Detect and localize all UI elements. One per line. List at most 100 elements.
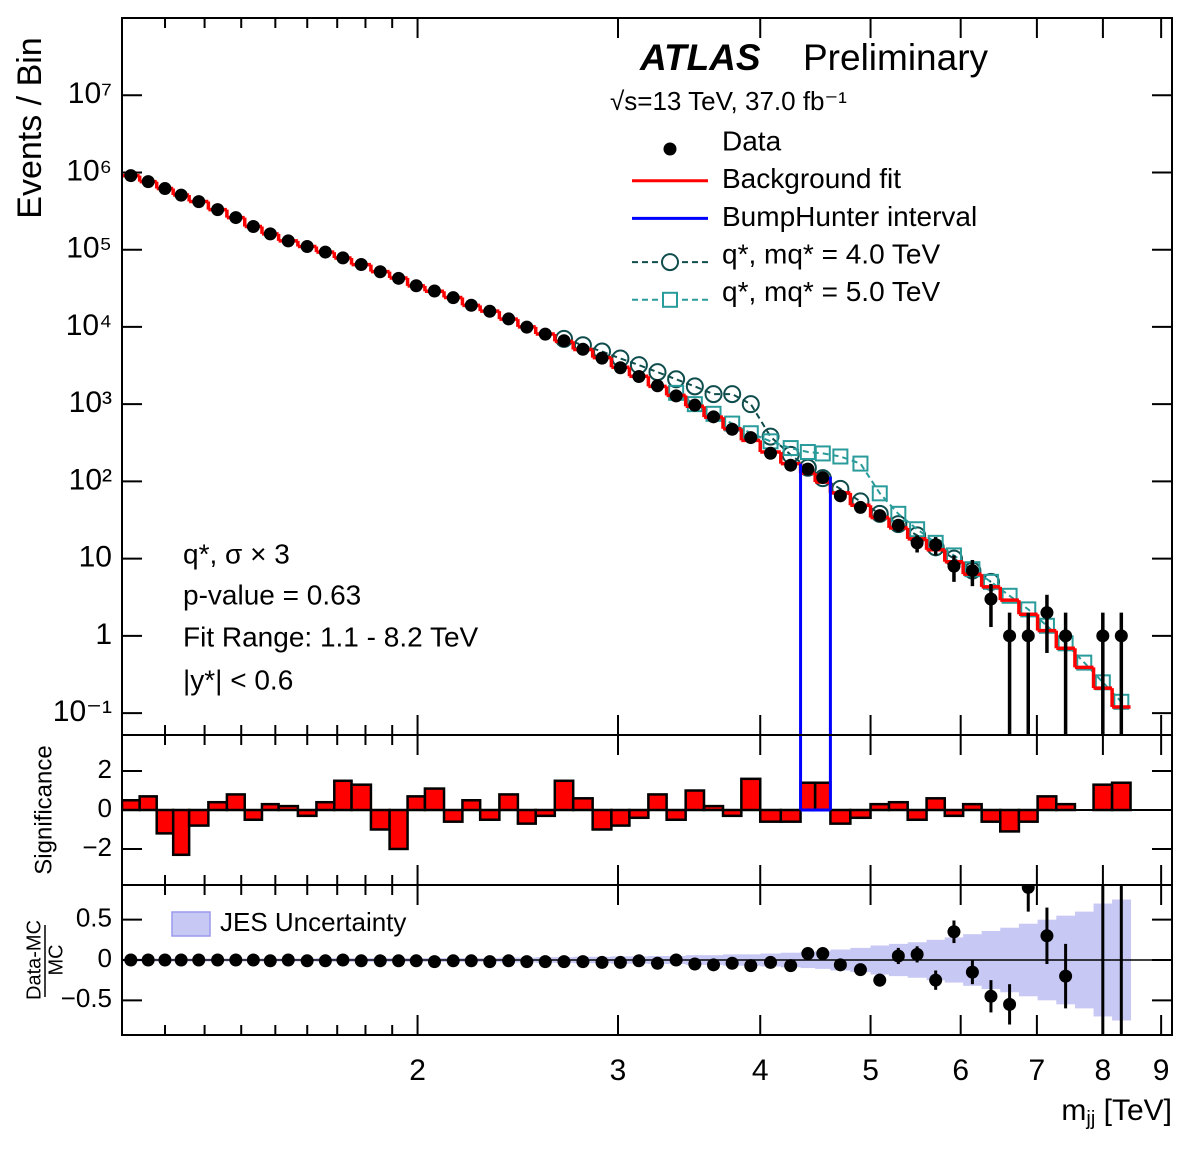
y-tick-label: 10²: [69, 463, 112, 496]
x-axis-subscript: jj: [1085, 1108, 1095, 1130]
signal-marker: [667, 370, 686, 389]
data-point: [281, 234, 295, 248]
data-point: [229, 211, 243, 225]
significance-bar: [1017, 808, 1039, 823]
data-point: [725, 422, 739, 436]
ratio-point: [464, 954, 478, 968]
data-point: [613, 361, 627, 375]
significance-bar: [1036, 795, 1058, 812]
ratio-point: [929, 973, 943, 987]
ratio-point: [538, 955, 552, 969]
ratio-point: [1021, 885, 1035, 894]
ratio-point: [1003, 997, 1017, 1011]
y-tick-label: 0: [98, 943, 112, 973]
significance-bar: [758, 808, 783, 823]
signal-marker: [1076, 654, 1093, 671]
significance-bar: [369, 808, 391, 831]
data-point: [464, 298, 478, 312]
legend-symbol: [663, 142, 677, 156]
data-point: [947, 559, 961, 573]
y-tick-label: 10⁵: [66, 232, 112, 265]
legend-symbol: [171, 911, 211, 937]
data-point: [873, 509, 887, 523]
legend-symbol: [662, 291, 678, 308]
data-point: [891, 518, 905, 532]
significance-bar: [553, 779, 575, 812]
legend-label: Data: [722, 125, 782, 156]
signal-marker: [704, 385, 723, 404]
significance-bar: [498, 793, 520, 812]
data-point: [984, 592, 998, 606]
data-point: [124, 169, 138, 183]
ratio-point: [281, 953, 295, 967]
signal-marker: [871, 485, 888, 502]
data-point: [707, 410, 721, 424]
data-point: [246, 219, 260, 233]
ratio-point: [816, 947, 830, 961]
ratio-point: [229, 953, 243, 967]
data-point: [965, 564, 979, 578]
ratio-point: [427, 955, 441, 969]
data-point: [336, 251, 350, 265]
significance-bar: [350, 783, 373, 812]
ratio-point: [158, 953, 172, 967]
legend-label: q*, mq* = 5.0 TeV: [722, 276, 941, 307]
data-point: [557, 334, 571, 348]
data-point: [192, 195, 206, 209]
significance-bar: [388, 808, 409, 851]
panel-plot-area: [122, 169, 1131, 735]
signal-marker: [814, 445, 831, 462]
data-point: [211, 203, 225, 217]
significance-bar: [665, 808, 687, 821]
chart-title: ATLAS: [639, 37, 761, 78]
y-axis-title: Events / Bin: [11, 37, 49, 218]
y-tick-label: 10⁶: [66, 154, 112, 187]
y-tick-label: 10: [79, 541, 112, 574]
data-point: [764, 446, 778, 460]
x-axis-title: mjj [TeV]: [1061, 1094, 1172, 1130]
ratio-point: [557, 955, 571, 969]
y-tick-label: 2: [98, 754, 112, 784]
ratio-point: [688, 957, 702, 971]
x-tick-label: 8: [1095, 1054, 1112, 1087]
chart-subtitle: Preliminary: [803, 37, 989, 78]
y-tick-label: 1: [95, 618, 112, 651]
significance-bar: [610, 808, 631, 827]
significance-bar: [442, 808, 464, 823]
x-axis-unit: [TeV]: [1095, 1094, 1172, 1127]
y-tick-label: 10³: [69, 386, 112, 419]
legend-label: JES Uncertainty: [220, 907, 406, 937]
significance-bar: [155, 808, 175, 835]
data-point: [1114, 629, 1128, 643]
ratio-point: [576, 955, 590, 969]
ratio-point: [910, 947, 924, 961]
signal-line: [563, 337, 992, 583]
ratio-point: [336, 953, 350, 967]
significance-bar: [333, 779, 353, 812]
ratio-point: [744, 959, 758, 973]
ratio-point: [1059, 969, 1073, 983]
ratio-axis-title-numerator: Data-MC: [23, 920, 45, 1000]
significance-bar: [906, 808, 928, 821]
significance-bar: [122, 799, 141, 812]
annotation: p-value = 0.63: [183, 579, 361, 610]
ratio-point: [446, 954, 460, 968]
significance-bar: [1092, 783, 1114, 812]
y-tick-label: 10⁻¹: [53, 695, 112, 728]
ratio-point: [300, 954, 314, 968]
ratio-point: [141, 953, 155, 967]
ratio-point: [947, 925, 961, 939]
significance-bar: [225, 793, 246, 812]
significance-bar: [207, 800, 229, 812]
x-tick-label: 5: [862, 1054, 879, 1087]
data-point: [1040, 606, 1054, 620]
ratio-point: [984, 989, 998, 1003]
y-tick-label: 10⁷: [68, 77, 112, 110]
y-tick-label: 0: [98, 793, 112, 823]
annotation: |y*| < 0.6: [183, 664, 293, 695]
ratio-point: [1040, 929, 1054, 943]
x-tick-label: 7: [1029, 1054, 1046, 1087]
ratio-point: [650, 956, 664, 970]
significance-bar: [740, 777, 762, 812]
signal-marker: [1001, 587, 1018, 604]
